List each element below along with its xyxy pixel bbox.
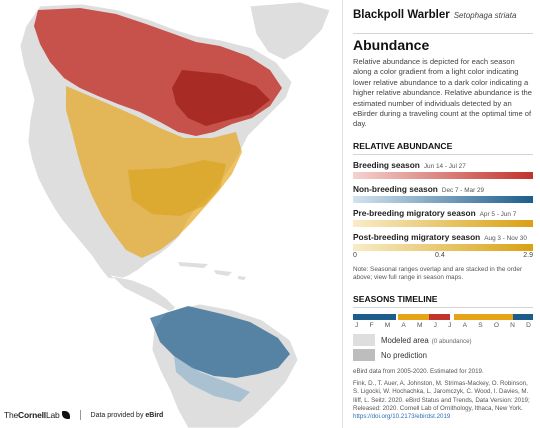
info-panel: Blackpoll Warbler Setophaga striata Abun… — [342, 0, 540, 428]
map-footer: The Cornell Lab Data provided by eBird — [4, 410, 163, 420]
month-label: M — [384, 322, 391, 330]
abundance-scale: 0 0.4 2.9 — [353, 252, 533, 262]
season-post-breeding-migration[interactable]: Post-breeding migratory season Aug 3 - No… — [353, 232, 533, 251]
species-header: Blackpoll Warbler Setophaga striata — [353, 9, 533, 31]
month-label: N — [510, 322, 515, 330]
panel-description: Relative abundance is depicted for each … — [353, 57, 532, 129]
timeline-segment — [353, 314, 397, 321]
season-pre-breeding-migration[interactable]: Pre-breeding migratory season Apr 5 - Jun… — [353, 208, 533, 227]
logo-prefix: The — [4, 410, 19, 420]
season-dates: Dec 7 - Mar 29 — [441, 186, 485, 194]
modeled-area-swatch — [353, 334, 375, 347]
map-legend: Modeled area (0 abundance) No prediction — [353, 334, 533, 362]
month-label: A — [401, 322, 406, 330]
season-gradient-bar — [353, 171, 533, 179]
species-common-name: Blackpoll Warbler — [353, 9, 450, 21]
month-label: A — [462, 322, 468, 330]
no-prediction-swatch — [353, 349, 375, 362]
month-label: O — [493, 322, 499, 330]
central-america-landmass — [110, 275, 177, 313]
caribbean-islands — [178, 262, 246, 280]
citation-text: Fink, D., T. Auer, A. Johnston, M. Strim… — [353, 380, 533, 421]
timeline-segment — [397, 314, 429, 321]
season-dates: Jun 14 - Jul 27 — [423, 162, 466, 170]
greenland-landmass — [249, 1, 331, 61]
seasons-timeline-heading: SEASONS TIMELINE — [353, 294, 438, 305]
data-credit: Data provided by eBird — [91, 412, 164, 419]
season-name: Breeding season — [353, 159, 420, 170]
header-divider — [353, 33, 533, 34]
season-name: Pre-breeding migratory season — [353, 207, 476, 218]
logo-main: Cornell — [18, 410, 46, 420]
scale-mid: 0.4 — [435, 251, 445, 259]
credit-prefix: Data provided by — [90, 411, 144, 419]
no-prediction-label: No prediction — [381, 350, 427, 360]
modeled-area-sublabel: (0 abundance) — [431, 337, 472, 345]
season-name: Non-breeding season — [353, 183, 438, 194]
migration-range-east — [128, 160, 226, 216]
season-gradient-bar — [353, 219, 533, 227]
relative-abundance-divider — [353, 153, 533, 155]
bird-icon — [61, 411, 70, 419]
ebird-link[interactable]: eBird — [145, 411, 164, 419]
season-gradient-bar — [353, 195, 533, 203]
citation-body: Fink, D., T. Auer, A. Johnston, M. Strim… — [353, 380, 530, 412]
scale-min: 0 — [353, 251, 357, 259]
season-name: Post-breeding migratory season — [353, 231, 481, 242]
modeled-area-label: Modeled area (0 abundance) — [381, 335, 472, 345]
timeline-segment — [513, 314, 533, 321]
timeline-segment — [396, 314, 398, 321]
timeline-segment — [450, 314, 454, 321]
month-label: F — [369, 322, 374, 330]
month-label: M — [416, 322, 423, 330]
seasons-timeline-bar — [353, 314, 533, 321]
month-label: J — [355, 322, 359, 330]
cornell-lab-logo[interactable]: The Cornell Lab — [4, 410, 70, 420]
relative-abundance-heading: RELATIVE ABUNDANCE — [353, 140, 453, 151]
breeding-range-core — [172, 70, 270, 126]
month-label: J — [448, 322, 452, 330]
data-range-note: eBird data from 2005-2020. Estimated for… — [353, 368, 484, 376]
seasons-timeline-divider — [353, 307, 533, 309]
month-label: S — [478, 322, 483, 330]
season-gradient-bar — [353, 243, 533, 251]
legend-no-prediction: No prediction — [353, 349, 533, 362]
logo-suffix: Lab — [45, 410, 60, 420]
scale-max: 2.9 — [523, 251, 533, 259]
timeline-segment — [428, 314, 451, 321]
citation-doi-link[interactable]: https://doi.org/10.2173/ebirdst.2019 — [353, 413, 451, 421]
species-scientific-name: Setophaga striata — [453, 11, 517, 20]
map-canvas[interactable] — [0, 0, 342, 428]
panel-title: Abundance — [353, 37, 430, 53]
legend-modeled-area: Modeled area (0 abundance) — [353, 334, 533, 347]
range-map[interactable]: The Cornell Lab Data provided by eBird — [0, 0, 342, 428]
month-label: D — [526, 322, 531, 330]
season-dates: Aug 3 - Nov 30 — [484, 234, 527, 242]
footer-divider — [79, 410, 81, 420]
season-dates: Apr 5 - Jun 7 — [479, 210, 517, 218]
month-label: J — [433, 322, 437, 330]
timeline-segment — [453, 314, 514, 321]
non-breeding-range — [150, 306, 290, 378]
season-non-breeding[interactable]: Non-breeding season Dec 7 - Mar 29 — [353, 184, 533, 203]
season-list: Breeding season Jun 14 - Jul 27 Non-breed… — [353, 160, 533, 251]
season-breeding[interactable]: Breeding season Jun 14 - Jul 27 — [353, 160, 533, 179]
seasonal-note: Note: Seasonal ranges overlap and are st… — [353, 265, 523, 282]
non-breeding-range-fringe — [174, 356, 250, 402]
